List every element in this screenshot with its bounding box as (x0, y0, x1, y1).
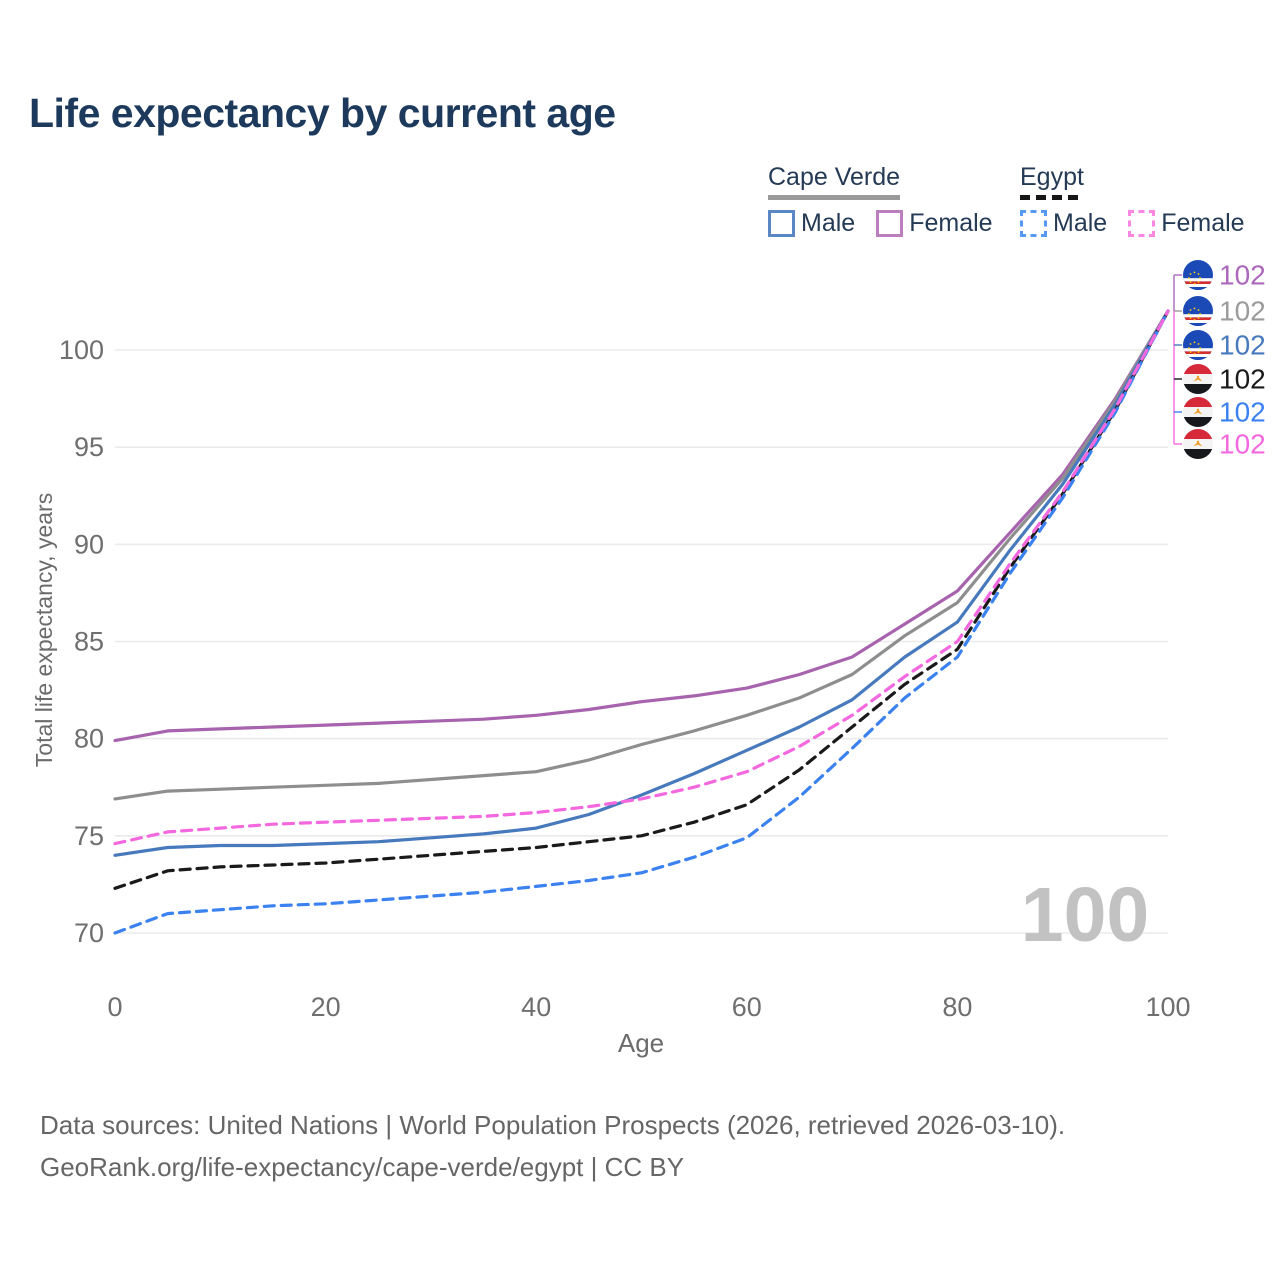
x-tick-label: 40 (521, 992, 551, 1022)
legend-group-cape-verde: Cape Verde Male Female (768, 163, 1014, 238)
x-tick-label: 20 (311, 992, 341, 1022)
page-title: Life expectancy by current age (29, 90, 616, 136)
legend-group-title-cape-verde[interactable]: Cape Verde (768, 163, 901, 191)
legend-label-egypt-female[interactable]: Female (1161, 209, 1245, 237)
y-tick-label: 90 (74, 529, 104, 559)
endpoint-label-row: 102 (1174, 260, 1266, 291)
series-line-egypt-male[interactable] (113, 309, 1170, 935)
attribution-text: GeoRank.org/life-expectancy/cape-verde/e… (40, 1152, 685, 1182)
age-watermark: 100 (1021, 872, 1149, 958)
endpoint-label-row: 102 (1174, 330, 1266, 361)
legend-label-cape-verde-male[interactable]: Male (801, 209, 856, 237)
y-tick-label: 100 (59, 335, 104, 365)
cape-verde-linestyle-swatch (768, 195, 901, 200)
y-tick-label: 80 (74, 724, 104, 754)
legend-swatch-cape-verde-female[interactable] (876, 210, 904, 237)
series-line-cape-verde-male[interactable] (113, 309, 1170, 857)
endpoint-label-row: 102 (1174, 364, 1266, 395)
legend-swatch-egypt-male[interactable] (1020, 210, 1047, 237)
y-tick-label: 75 (74, 821, 104, 851)
legend-label-egypt-male[interactable]: Male (1053, 209, 1108, 237)
series-line-egypt-female[interactable] (113, 309, 1170, 846)
egypt-flag-icon (1183, 397, 1213, 427)
y-tick-label: 70 (74, 918, 104, 948)
endpoint-value: 102 (1219, 429, 1266, 460)
legend-group-title-egypt[interactable]: Egypt (1020, 163, 1084, 191)
legend-group-egypt: Egypt Male Female (1020, 163, 1266, 238)
data-sources-text: Data sources: United Nations | World Pop… (40, 1110, 1066, 1140)
endpoint-label-row: 102 (1174, 296, 1266, 327)
endpoint-value: 102 (1219, 364, 1266, 395)
endpoint-value: 102 (1219, 397, 1266, 428)
series-line-egypt-both-sexes[interactable] (113, 309, 1170, 890)
y-axis-title: Total life expectancy, years (31, 493, 57, 767)
endpoint-label-row: 102 (1174, 429, 1266, 460)
x-tick-label: 60 (732, 992, 762, 1022)
egypt-flag-icon (1183, 429, 1213, 459)
x-tick-label: 80 (942, 992, 972, 1022)
legend-label-cape-verde-female[interactable]: Female (909, 209, 993, 237)
endpoint-value: 102 (1219, 296, 1266, 327)
series-line-cape-verde-both-sexes[interactable] (113, 309, 1170, 801)
y-tick-label: 95 (74, 432, 104, 462)
cape-verde-flag-icon (1183, 330, 1213, 360)
chart-footer: Data sources: United Nations | World Pop… (40, 1104, 1065, 1188)
egypt-linestyle-swatch (1020, 195, 1084, 200)
endpoint-label-row: 102 (1174, 397, 1266, 428)
x-tick-label: 0 (107, 992, 122, 1022)
x-axis-title: Age (618, 1028, 664, 1058)
legend-swatch-cape-verde-male[interactable] (768, 210, 795, 237)
y-tick-label: 85 (74, 627, 104, 657)
egypt-flag-icon (1183, 364, 1213, 394)
x-tick-label: 100 (1145, 992, 1190, 1022)
legend-swatch-egypt-female[interactable] (1128, 210, 1156, 237)
cape-verde-flag-icon (1183, 260, 1213, 290)
cape-verde-flag-icon (1183, 296, 1213, 326)
endpoint-value: 102 (1219, 330, 1266, 361)
endpoint-value: 102 (1219, 260, 1266, 291)
series-line-cape-verde-female[interactable] (113, 309, 1170, 743)
